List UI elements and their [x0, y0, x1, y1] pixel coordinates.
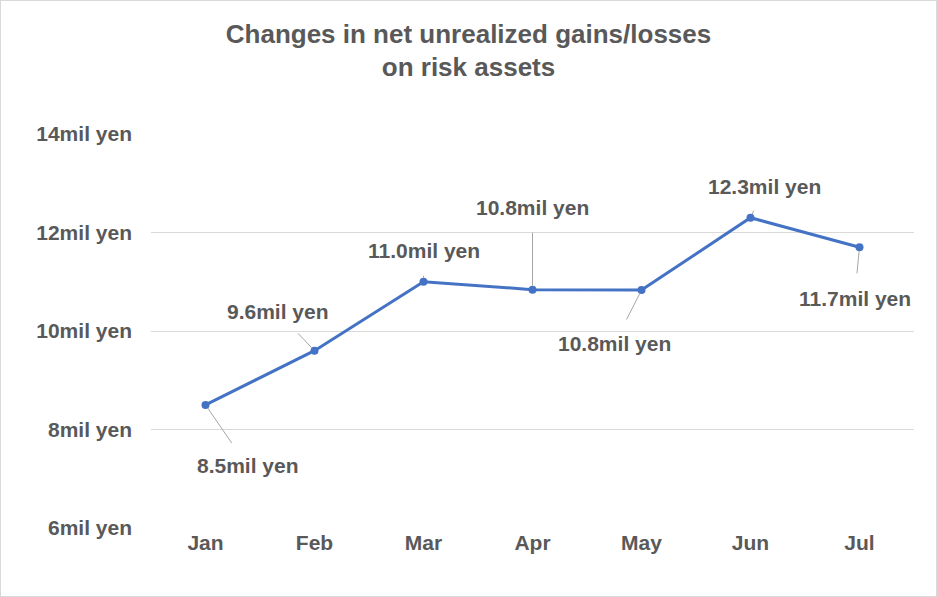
svg-text:10mil yen: 10mil yen: [36, 319, 132, 342]
svg-text:12.3mil yen: 12.3mil yen: [708, 175, 821, 198]
svg-text:9.6mil yen: 9.6mil yen: [227, 300, 329, 323]
svg-text:11.7mil yen: 11.7mil yen: [799, 287, 911, 310]
svg-text:Jun: Jun: [732, 531, 769, 554]
svg-text:6mil yen: 6mil yen: [48, 516, 132, 539]
svg-text:Feb: Feb: [296, 531, 333, 554]
svg-text:10.8mil yen: 10.8mil yen: [558, 332, 671, 355]
svg-text:Apr: Apr: [514, 531, 550, 554]
svg-text:Changes in net unrealized gain: Changes in net unrealized gains/losseson…: [226, 19, 711, 83]
svg-text:12mil yen: 12mil yen: [36, 221, 132, 244]
svg-text:Jul: Jul: [844, 531, 874, 554]
svg-text:10.8mil yen: 10.8mil yen: [476, 196, 589, 219]
svg-text:14mil yen: 14mil yen: [36, 122, 132, 145]
svg-text:8.5mil yen: 8.5mil yen: [197, 454, 299, 477]
svg-text:8mil yen: 8mil yen: [48, 418, 132, 441]
svg-text:Mar: Mar: [405, 531, 442, 554]
svg-text:May: May: [621, 531, 662, 554]
svg-text:Jan: Jan: [187, 531, 223, 554]
svg-text:11.0mil yen: 11.0mil yen: [368, 239, 480, 262]
